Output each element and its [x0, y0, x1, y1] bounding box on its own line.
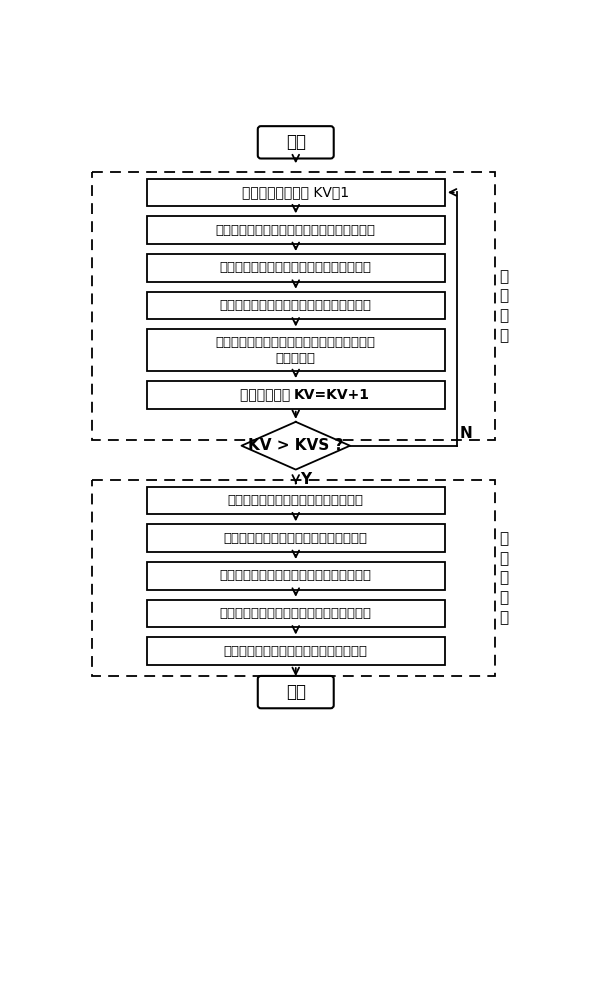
FancyBboxPatch shape: [147, 487, 445, 514]
Text: 根据各母线所连支路数进行母线优化编号: 根据各母线所连支路数进行母线优化编号: [224, 532, 368, 545]
FancyBboxPatch shape: [147, 292, 445, 319]
FancyBboxPatch shape: [147, 524, 445, 552]
FancyBboxPatch shape: [258, 676, 334, 708]
Polygon shape: [241, 422, 350, 470]
Text: KV > KVS ?: KV > KVS ?: [248, 438, 343, 453]
Text: 开始: 开始: [286, 133, 305, 151]
FancyBboxPatch shape: [147, 329, 445, 371]
Bar: [92, 480, 495, 676]
FancyBboxPatch shape: [147, 637, 445, 665]
Text: 形成反映节点通过开关连接关系的邻接矩阵: 形成反映节点通过开关连接关系的邻接矩阵: [220, 261, 372, 274]
Bar: [92, 172, 495, 440]
Text: 母
线
分
析: 母 线 分 析: [500, 269, 509, 343]
Text: Y: Y: [301, 472, 311, 487]
Text: 调用邻接矩阵准平方法模块，生成连通矩阵: 调用邻接矩阵准平方法模块，生成连通矩阵: [220, 299, 372, 312]
Text: 行扫描法分析连通矩阵，得到当前电压等级内
的所有母线: 行扫描法分析连通矩阵，得到当前电压等级内 的所有母线: [216, 336, 376, 365]
Text: 根据支路两端节点形成母线支路关联表: 根据支路两端节点形成母线支路关联表: [228, 494, 364, 507]
FancyBboxPatch shape: [147, 600, 445, 627]
Text: 行扫描法分析连通矩阵，得到所有电气岛: 行扫描法分析连通矩阵，得到所有电气岛: [224, 645, 368, 658]
FancyBboxPatch shape: [147, 254, 445, 282]
FancyBboxPatch shape: [258, 126, 334, 158]
Text: KV=KV+1: KV=KV+1: [294, 388, 370, 402]
Text: 形成反映母线通过支路连接关系的邻接矩阵: 形成反映母线通过支路连接关系的邻接矩阵: [220, 569, 372, 582]
FancyBboxPatch shape: [147, 381, 445, 409]
Text: 当前电压等级: 当前电压等级: [240, 388, 294, 402]
Text: N: N: [459, 426, 473, 441]
FancyBboxPatch shape: [147, 216, 445, 244]
Text: 电
气
岛
分
析: 电 气 岛 分 析: [500, 531, 509, 625]
Text: 根据各节点所连闭合开关数进行节点优化编号: 根据各节点所连闭合开关数进行节点优化编号: [216, 224, 376, 237]
Text: 结束: 结束: [286, 683, 305, 701]
FancyBboxPatch shape: [147, 562, 445, 590]
Text: 调用邻接矩阵准平方法模块，生成连通矩阵: 调用邻接矩阵准平方法模块，生成连通矩阵: [220, 607, 372, 620]
FancyBboxPatch shape: [147, 179, 445, 206]
Text: 设置当前电压等级 KV＝1: 设置当前电压等级 KV＝1: [242, 185, 349, 199]
